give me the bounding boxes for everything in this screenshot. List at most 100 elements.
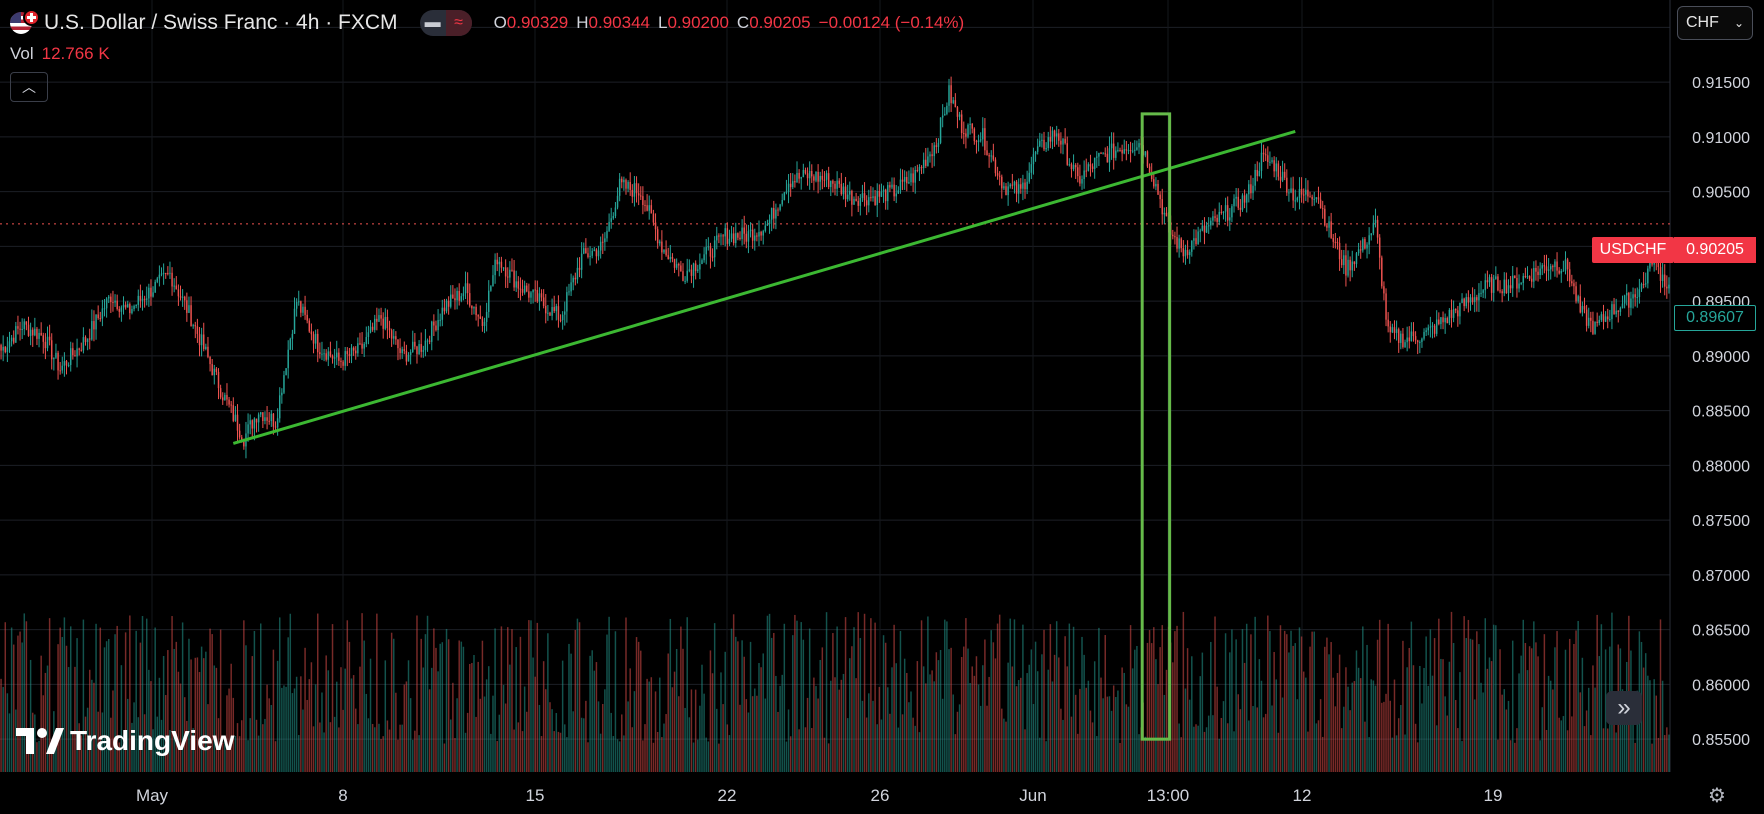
volume-legend: Vol 12.766 K [10,44,110,64]
candle-body [1362,239,1364,251]
volume-bar [1207,715,1210,772]
trendline[interactable] [232,129,1296,445]
candle-body [1368,235,1370,245]
candle-body [960,114,963,134]
candle-body [1188,251,1191,256]
volume-bar [1296,699,1299,772]
wave-icon[interactable]: ≈ [445,10,472,36]
candle-body [1091,166,1094,169]
settings-button[interactable]: ⚙ [1704,782,1730,808]
candle-body [69,348,72,365]
candle-body [1123,149,1125,154]
scroll-to-realtime-button[interactable]: » [1606,691,1642,725]
price-axis[interactable]: 0.920000.915000.910000.905000.900000.895… [1692,20,1750,749]
minus-icon[interactable]: ▬ [424,14,441,31]
volume-bar [1250,634,1252,772]
volume-bar [291,693,294,772]
volume-bar [469,663,471,772]
volume-bar [1524,642,1527,772]
volume-bar [1305,677,1307,772]
volume-bar [1085,687,1087,772]
candle-body [766,223,769,226]
candle-body [667,255,669,260]
candle-body [1062,138,1064,145]
candle-body [1015,181,1018,194]
volume-bar [1201,652,1204,772]
volume-bar [1326,637,1328,772]
collapse-legend-button[interactable]: ︿ [10,72,48,102]
candle-body [1397,329,1400,343]
volume-bar [407,660,410,772]
volume-bar [158,677,161,772]
candle-body [112,302,114,304]
candle-body [703,254,705,261]
volume-bar [1368,737,1370,772]
highlight-box[interactable] [1140,112,1172,741]
indicator-toggle[interactable]: ▬ ≈ [419,10,472,36]
candle-body [927,156,929,166]
candle-body [794,181,796,183]
candle-body [540,293,543,298]
volume-bar [1623,712,1626,772]
volume-bar [374,727,376,772]
volume-bar [996,623,999,772]
candle-body [633,183,636,197]
candle-body [1005,186,1007,196]
volume-bar [114,634,116,772]
volume-bar [644,724,646,772]
volume-bar [585,700,587,772]
candle-body [1501,291,1503,294]
candle-body [55,352,57,358]
candle-body [872,196,874,199]
volume-bar [694,689,697,772]
candle-body [566,292,568,312]
candle-body [1319,199,1322,209]
volume-bar [530,620,532,772]
volume-bar [509,664,511,772]
volume-bar [692,742,695,772]
candle-body [1636,297,1639,299]
candle-body [342,361,344,366]
candle-body [72,348,74,356]
candle-body [650,205,653,214]
candle-body [815,171,817,181]
candle-body [648,205,650,211]
candle-body [1332,237,1334,242]
candle-body [1131,150,1134,152]
volume-bar [456,698,458,772]
candle-body [777,209,779,211]
volume-bar [312,726,315,772]
candle-body [17,326,19,329]
candle-body [154,281,156,293]
volume-bar [1220,717,1223,772]
candle-body [1429,326,1432,328]
volume-bar [1520,655,1522,772]
volume-bar [1256,707,1258,772]
volume-bar [1644,653,1647,772]
candle-body [1488,277,1491,283]
volume-bar [240,720,243,772]
volume-bar [1313,631,1315,772]
volume-bar [1081,636,1083,772]
candle-body [207,346,209,357]
currency-selector[interactable]: CHF ⌄ [1677,6,1753,40]
candle-body [393,336,395,339]
volume-bar [1657,737,1660,772]
time-axis[interactable]: May 8 15 22 26 Jun 13:00 12 19 [136,786,1503,805]
volume-bar [661,737,663,772]
volume-bar [1421,703,1423,772]
candle-body [1290,188,1292,193]
volume-bar [1478,644,1480,772]
candle-body [977,140,980,143]
symbol-title[interactable]: U.S. Dollar / Swiss Franc · 4h · FXCM [44,11,398,34]
candle-body [1093,157,1096,169]
candle-body [1393,327,1396,333]
candle-body [825,173,828,180]
volume-bar [967,648,969,772]
candle-body [1638,289,1641,298]
candle-body [671,256,674,259]
candle-body [849,190,851,195]
volume-bar [716,708,718,772]
volume-bar [1121,667,1123,772]
